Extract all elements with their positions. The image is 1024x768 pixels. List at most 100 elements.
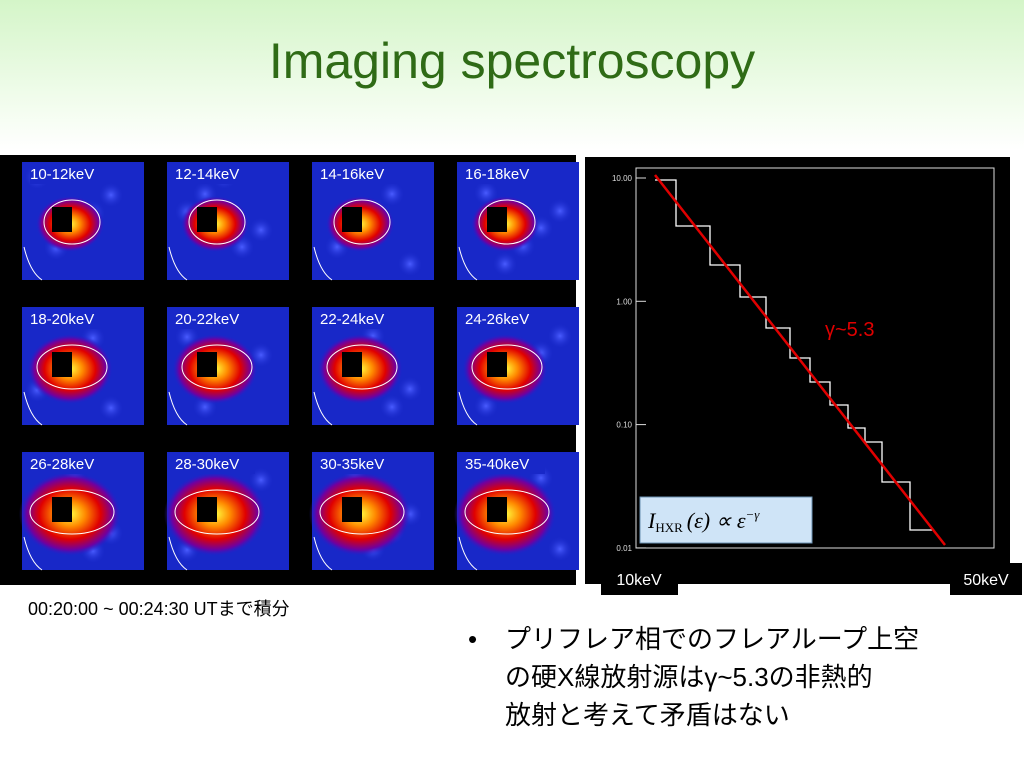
- panel-noise: [491, 250, 519, 278]
- panel-contour: [471, 344, 543, 390]
- panel-label-bg: [465, 309, 545, 329]
- panel-occulted: [487, 352, 507, 377]
- image-panel: 28-30keV: [164, 452, 289, 571]
- formula: IHXR (ε) ∝ ε−γ: [647, 507, 760, 535]
- bullet-line: プリフレア相でのフレアループ上空: [505, 624, 919, 654]
- image-panel: 24-26keV: [457, 307, 579, 426]
- panel-label-bg: [320, 164, 400, 184]
- panel-contour: [188, 199, 246, 245]
- slide-title: Imaging spectroscopy: [269, 33, 755, 89]
- panel-noise: [97, 181, 125, 209]
- image-panel: 22-24keV: [312, 307, 434, 426]
- y-tick-label: 1.00: [616, 297, 632, 306]
- panel-label: 20-22keV: [175, 311, 239, 328]
- panel-noise: [378, 393, 406, 421]
- panel-label: 35-40keV: [465, 456, 529, 473]
- panel-contour: [43, 199, 101, 245]
- panel-contour: [326, 344, 398, 390]
- panel-label-bg: [320, 454, 400, 474]
- panel-noise: [378, 180, 406, 208]
- panel-occulted: [342, 497, 362, 522]
- panel-limb: [458, 536, 478, 571]
- panel-contour: [478, 199, 536, 245]
- formula-box: [639, 496, 813, 544]
- bullet-line: の硬X線放射源はγ~5.3の非熱的: [505, 662, 873, 692]
- panel-contour: [174, 489, 260, 535]
- panel-contour: [29, 489, 115, 535]
- panel-label-bg: [30, 454, 110, 474]
- panel-label: 10-12keV: [30, 166, 94, 183]
- bullet-dot: •: [468, 624, 477, 654]
- panel-noise: [396, 250, 424, 278]
- panel-label: 18-20keV: [30, 311, 94, 328]
- y-tick-label: 0.10: [616, 421, 632, 430]
- formula-symbol: I: [647, 508, 657, 533]
- image-panel: 20-22keV: [167, 307, 289, 426]
- panel-noise: [247, 216, 275, 244]
- x-end-box: [950, 563, 1022, 595]
- bullet-text: プリフレア相でのフレアループ上空の硬X線放射源はγ~5.3の非熱的放射と考えて矛…: [505, 624, 919, 730]
- panel-label: 30-35keV: [320, 456, 384, 473]
- panel-label: 12-14keV: [175, 166, 239, 183]
- panel-noise: [546, 322, 574, 350]
- panel-label-bg: [30, 309, 110, 329]
- panel-limb: [23, 536, 43, 571]
- panel-occulted: [197, 352, 217, 377]
- panel-label-bg: [175, 164, 255, 184]
- panel-label: 24-26keV: [465, 311, 529, 328]
- panel-occulted: [52, 207, 72, 232]
- panel-label-bg: [175, 454, 255, 474]
- panel-label-bg: [465, 454, 545, 474]
- panel-occulted: [52, 352, 72, 377]
- panel-label: 22-24keV: [320, 311, 384, 328]
- panel-limb: [458, 391, 478, 426]
- fit-line: [654, 174, 946, 546]
- panel-contour: [333, 199, 391, 245]
- fit-label: γ~5.3: [825, 319, 874, 341]
- panel-limb: [458, 246, 478, 281]
- panel-label: 16-18keV: [465, 166, 529, 183]
- image-panel: 12-14keV: [167, 162, 289, 281]
- panel-contour: [319, 489, 405, 535]
- panel-occulted: [52, 497, 72, 522]
- panel-occulted: [197, 207, 217, 232]
- image-panel: 10-12keV: [22, 162, 144, 281]
- panel-label: 14-16keV: [320, 166, 384, 183]
- panel-limb: [168, 536, 188, 571]
- formula-exponent: −γ: [746, 507, 761, 522]
- image-panel: 14-16keV: [312, 162, 434, 281]
- panel-label-bg: [175, 309, 255, 329]
- panel-limb: [168, 246, 188, 281]
- plot-frame: [635, 167, 995, 549]
- panel-occulted: [487, 497, 507, 522]
- x-start-label: 10keV: [616, 572, 662, 589]
- panel-noise: [546, 535, 574, 563]
- panel-label: 28-30keV: [175, 456, 239, 473]
- panel-noise: [97, 394, 125, 422]
- panel-occulted: [342, 352, 362, 377]
- panel-occulted: [197, 497, 217, 522]
- panel-limb: [23, 246, 43, 281]
- plot-y-ticks: 10.00 1.00 0.10 0.01: [612, 174, 646, 553]
- panel-occulted: [342, 207, 362, 232]
- y-tick-label: 0.01: [616, 544, 632, 553]
- panel-occulted: [487, 207, 507, 232]
- image-panel: 16-18keV: [457, 162, 579, 281]
- image-grid: 10-12keV 12-14keV 14-16keV 16-18keV 18-20keV…: [19, 162, 579, 571]
- y-tick-label: 10.00: [612, 174, 633, 183]
- spectrum-steps: [655, 179, 932, 531]
- panel-limb: [313, 536, 333, 571]
- panel-limb: [313, 391, 333, 426]
- image-panel: 35-40keV: [454, 452, 579, 571]
- panel-label: 26-28keV: [30, 456, 94, 473]
- panel-limb: [168, 391, 188, 426]
- panel-label-bg: [30, 164, 110, 184]
- x-start-box: [601, 563, 678, 595]
- formula-subscript: HXR: [655, 520, 683, 535]
- panel-label-bg: [320, 309, 400, 329]
- bullet-line: 放射と考えて矛盾はない: [505, 700, 790, 730]
- panel-limb: [313, 246, 333, 281]
- panel-contour: [464, 489, 550, 535]
